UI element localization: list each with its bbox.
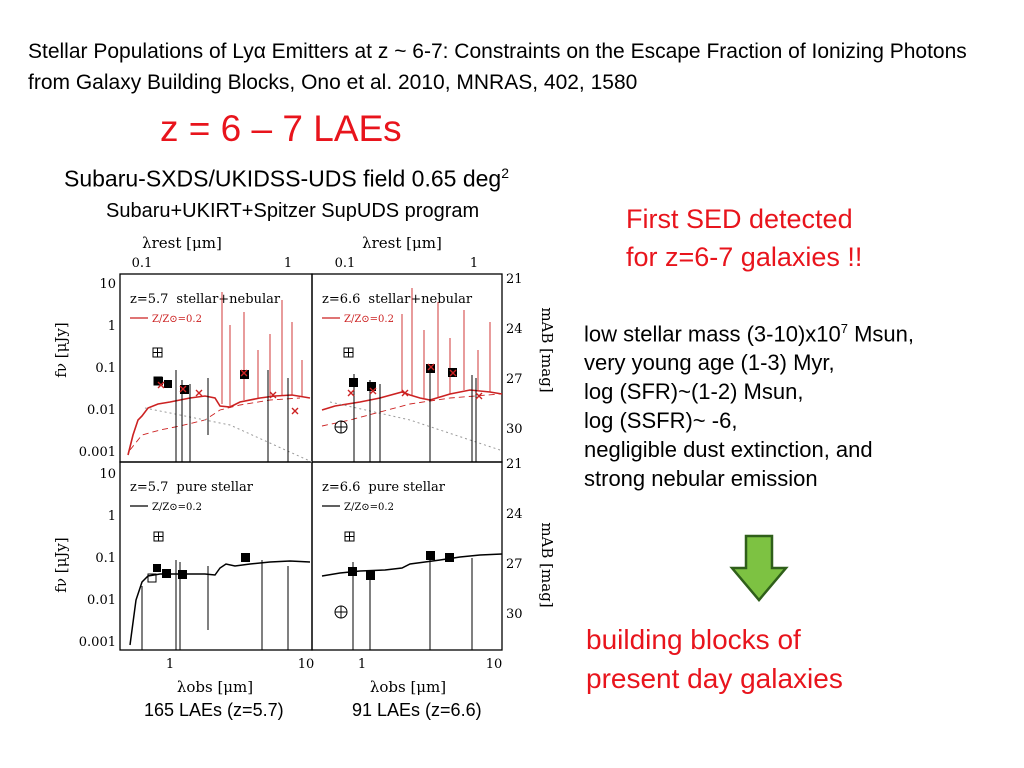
field-sup: 2 [501, 165, 509, 181]
conclusion-line-1: building blocks of [586, 624, 801, 655]
top-tick: 0.1 [335, 256, 356, 271]
panel-label: z=5.7 pure stellar [130, 480, 254, 495]
field-text: Subaru-SXDS/UKIDSS-UDS field 0.65 deg [64, 165, 502, 192]
flux-tick: 10 [99, 277, 116, 292]
property-text: low stellar mass (3-10)x10 [584, 321, 841, 347]
top-tick: 1 [284, 256, 292, 271]
panel-legend: Z/Z⊙=0.2 [344, 502, 394, 513]
mag-tick: 21 [506, 272, 523, 287]
flux-tick: 0.01 [87, 403, 116, 418]
conclusion-line-2: present day galaxies [586, 663, 843, 694]
mag-tick: 24 [506, 507, 523, 522]
bottom-tick: 1 [358, 657, 366, 672]
bottom-tick: 10 [298, 657, 315, 672]
flux-tick: 0.1 [95, 551, 116, 566]
ylabel-left-bottom: fν [μJy] [52, 537, 70, 592]
flux-tick: 0.1 [95, 361, 116, 376]
mag-tick: 24 [506, 322, 523, 337]
highlight-line-2: for z=6-7 galaxies !! [626, 242, 863, 272]
panel-sed-br [321, 531, 503, 650]
panel-label: z=6.6 pure stellar [322, 480, 446, 495]
xlabel-bottom-right: λobs [μm] [370, 678, 446, 696]
flux-tick: 0.001 [79, 445, 116, 460]
panel-frame [311, 461, 503, 651]
property-item: negligible dust extinction, and [584, 437, 873, 463]
mag-tick: 30 [506, 422, 523, 437]
down-arrow-icon [729, 534, 789, 602]
ylabel-left-top: fν [μJy] [52, 322, 70, 377]
xlabel-top-right: λrest [μm] [362, 234, 442, 252]
ylabel-right-top: mAB [mag] [538, 307, 556, 392]
mag-tick: 21 [506, 457, 523, 472]
panel-sed-tl [127, 292, 313, 463]
highlight-line-1: First SED detected [626, 204, 853, 234]
caption-z57: 165 LAEs (z=5.7) [144, 700, 284, 720]
bottom-tick: 10 [486, 657, 503, 672]
mag-tick: 30 [506, 607, 523, 622]
xlabel-top-left: λrest [μm] [142, 234, 222, 252]
mag-tick: 27 [506, 372, 523, 387]
flux-tick: 10 [99, 467, 116, 482]
flux-tick: 1 [108, 509, 116, 524]
property-item: low stellar mass (3-10)x107 Msun, [584, 314, 914, 348]
panel-legend: Z/Z⊙=0.2 [152, 502, 202, 513]
panel-label: z=6.6 stellar+nebular [322, 292, 473, 307]
properties-list: low stellar mass (3-10)x107 Msun, very y… [584, 314, 914, 493]
property-item: log (SFR)~(1-2) Msun, [584, 379, 804, 405]
flux-tick: 0.01 [87, 593, 116, 608]
conclusion-text: building blocks of present day galaxies [586, 620, 843, 698]
mag-tick: 27 [506, 557, 523, 572]
field-line: Subaru-SXDS/UKIDSS-UDS field 0.65 deg2 [64, 165, 509, 193]
panel-legend: Z/Z⊙=0.2 [152, 314, 202, 325]
property-item: log (SSFR)~ -6, [584, 408, 738, 434]
flux-tick: 0.001 [79, 635, 116, 650]
panel-label: z=5.7 stellar+nebular [130, 292, 281, 307]
property-item: strong nebular emission [584, 466, 818, 492]
top-tick: 0.1 [132, 256, 153, 271]
panel-sed-tr [321, 288, 503, 462]
bottom-tick: 1 [166, 657, 174, 672]
property-item: very young age (1-3) Myr, [584, 350, 835, 376]
property-after: Msun, [847, 321, 915, 347]
ylabel-right-bottom: mAB [mag] [538, 522, 556, 607]
reference-citation: Stellar Populations of Lyα Emitters at z… [28, 40, 967, 94]
caption-z66: 91 LAEs (z=6.6) [352, 700, 482, 720]
panel-sed-bl [129, 531, 311, 650]
panel-legend: Z/Z⊙=0.2 [344, 314, 394, 325]
highlight-text: First SED detected for z=6-7 galaxies !! [626, 200, 956, 276]
slide-title: z = 6 – 7 LAEs [160, 108, 402, 149]
property-sup: 7 [840, 321, 848, 336]
sed-figure: λrest [μm] λrest [μm] 0.1 1 0.1 1 fν [μJ… [52, 234, 556, 696]
program-line: Subaru+UKIRT+Spitzer SupUDS program [106, 200, 480, 222]
top-tick: 1 [470, 256, 478, 271]
xlabel-bottom-left: λobs [μm] [177, 678, 253, 696]
flux-tick: 1 [108, 319, 116, 334]
